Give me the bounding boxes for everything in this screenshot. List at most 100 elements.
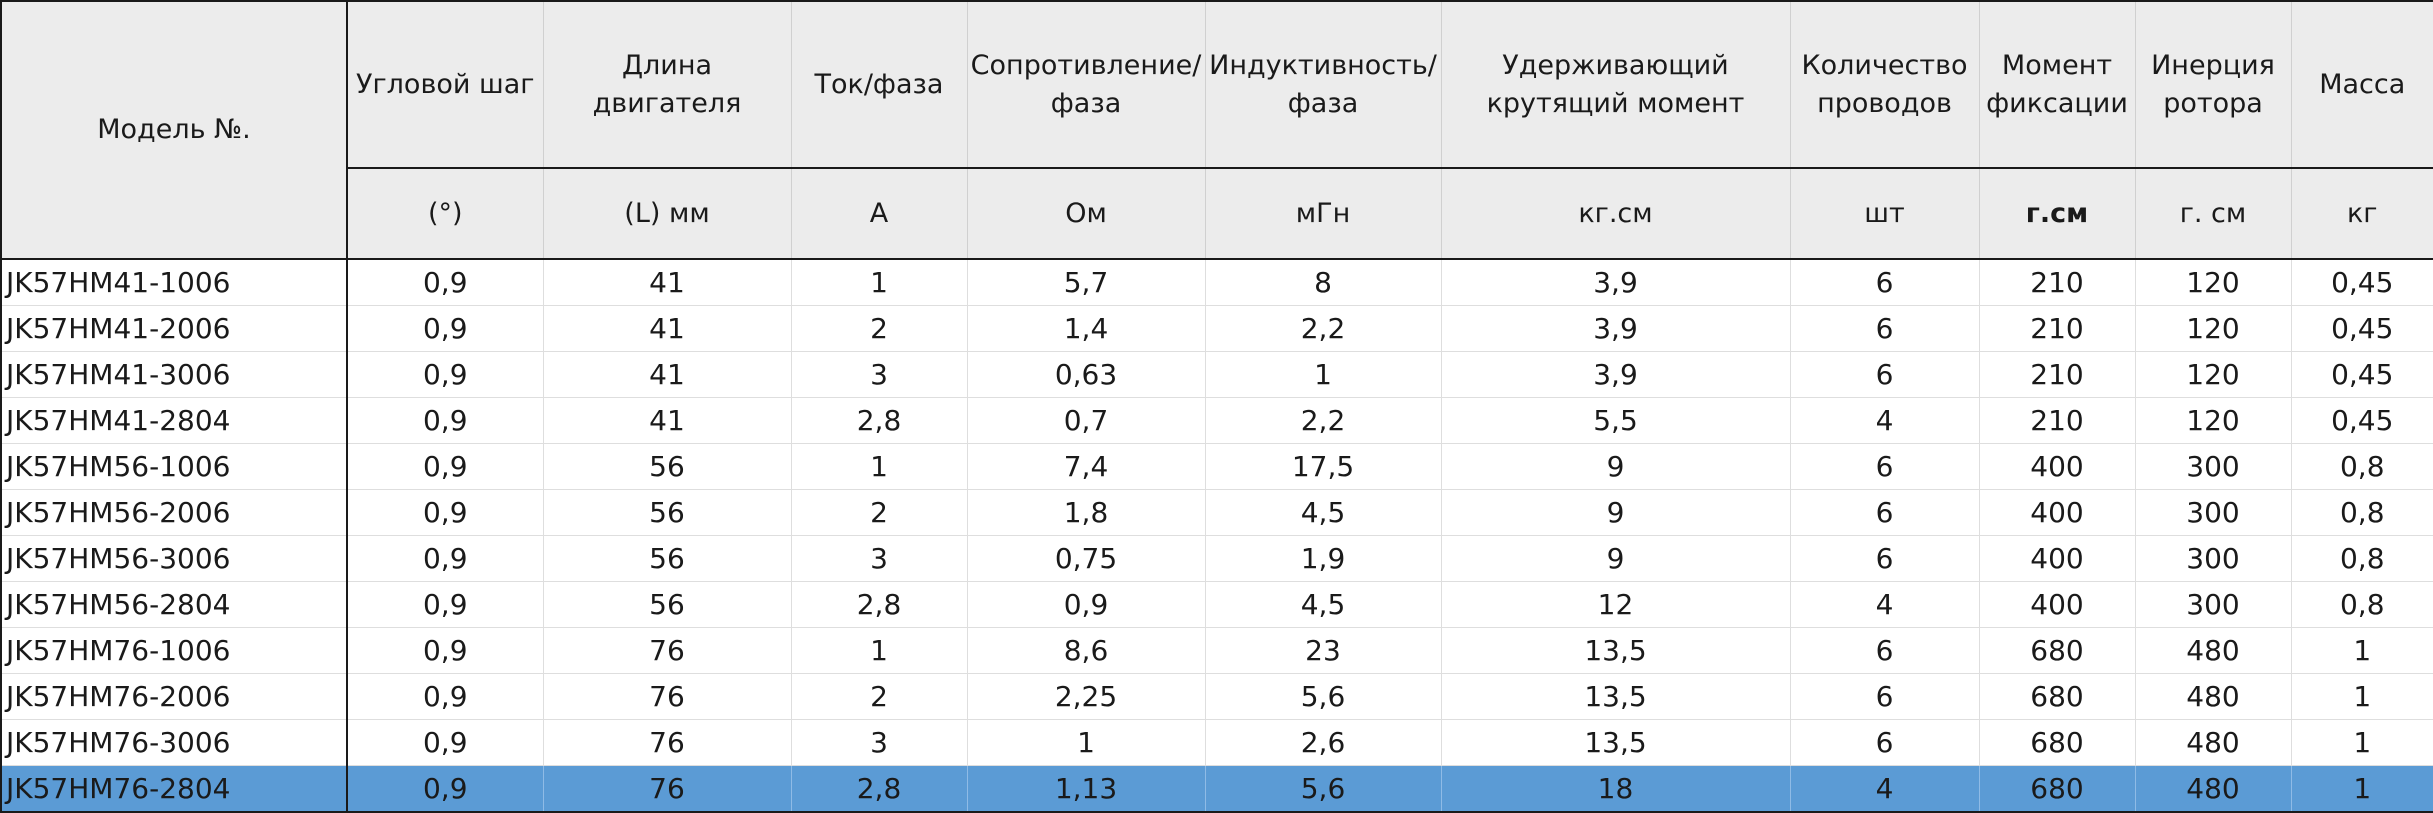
table-row[interactable]: JK57HM76-1006 0,9 76 1 8,6 23 13,5 6 680 480 1 xyxy=(0,627,2433,674)
cell-detent-torque[interactable]: 210 xyxy=(1978,305,2135,352)
cell-inductance[interactable]: 8 xyxy=(1204,259,1441,306)
cell-detent-torque[interactable]: 210 xyxy=(1978,397,2135,444)
cell-resistance[interactable]: 0,7 xyxy=(966,397,1205,444)
table-row[interactable]: JK57HM76-2804 0,9 76 2,8 1,13 5,6 18 4 680 480 1 xyxy=(0,765,2433,813)
cell-holding-torque[interactable]: 9 xyxy=(1440,443,1790,490)
table-row[interactable]: JK57HM41-2804 0,9 41 2,8 0,7 2,2 5,5 4 210 120 0,4… xyxy=(0,397,2433,444)
cell-step-angle[interactable]: 0,9 xyxy=(346,581,543,628)
cell-current[interactable]: 2,8 xyxy=(790,581,967,628)
cell-wires[interactable]: 6 xyxy=(1789,673,1979,720)
cell-model[interactable]: JK57HM41-2804 xyxy=(0,397,348,444)
cell-model[interactable]: JK57HM41-1006 xyxy=(0,259,348,306)
header-holding-torque[interactable]: Удерживающий крутящий момент xyxy=(1440,0,1790,169)
cell-holding-torque[interactable]: 3,9 xyxy=(1440,259,1790,306)
cell-wires[interactable]: 6 xyxy=(1789,351,1979,398)
cell-wires[interactable]: 6 xyxy=(1789,719,1979,766)
cell-step-angle[interactable]: 0,9 xyxy=(346,765,543,813)
cell-mass[interactable]: 0,8 xyxy=(2290,443,2433,490)
cell-resistance[interactable]: 1,13 xyxy=(966,765,1205,813)
cell-current[interactable]: 1 xyxy=(790,627,967,674)
cell-holding-torque[interactable]: 13,5 xyxy=(1440,719,1790,766)
cell-length[interactable]: 56 xyxy=(542,581,791,628)
cell-inertia[interactable]: 120 xyxy=(2134,305,2291,352)
header-wires[interactable]: Количество проводов xyxy=(1789,0,1979,169)
cell-holding-torque[interactable]: 3,9 xyxy=(1440,351,1790,398)
table-row[interactable]: JK57HM41-1006 0,9 41 1 5,7 8 3,9 6 210 120 0,45 xyxy=(0,259,2433,306)
cell-mass[interactable]: 0,45 xyxy=(2290,351,2433,398)
cell-resistance[interactable]: 1 xyxy=(966,719,1205,766)
cell-length[interactable]: 76 xyxy=(542,719,791,766)
cell-model[interactable]: JK57HM76-1006 xyxy=(0,627,348,674)
cell-resistance[interactable]: 0,63 xyxy=(966,351,1205,398)
cell-step-angle[interactable]: 0,9 xyxy=(346,259,543,306)
cell-wires[interactable]: 6 xyxy=(1789,489,1979,536)
cell-inertia[interactable]: 120 xyxy=(2134,397,2291,444)
header-step-angle[interactable]: Угловой шаг xyxy=(346,0,543,169)
cell-wires[interactable]: 6 xyxy=(1789,259,1979,306)
cell-inductance[interactable]: 2,2 xyxy=(1204,397,1441,444)
cell-resistance[interactable]: 5,7 xyxy=(966,259,1205,306)
cell-step-angle[interactable]: 0,9 xyxy=(346,719,543,766)
cell-detent-torque[interactable]: 400 xyxy=(1978,489,2135,536)
cell-mass[interactable]: 1 xyxy=(2290,719,2433,766)
cell-mass[interactable]: 1 xyxy=(2290,765,2433,813)
cell-current[interactable]: 3 xyxy=(790,719,967,766)
cell-inertia[interactable]: 480 xyxy=(2134,719,2291,766)
cell-inductance[interactable]: 5,6 xyxy=(1204,673,1441,720)
cell-detent-torque[interactable]: 680 xyxy=(1978,627,2135,674)
cell-model[interactable]: JK57HM56-1006 xyxy=(0,443,348,490)
cell-wires[interactable]: 4 xyxy=(1789,581,1979,628)
cell-mass[interactable]: 1 xyxy=(2290,673,2433,720)
cell-length[interactable]: 56 xyxy=(542,489,791,536)
table-row[interactable]: JK57HM76-2006 0,9 76 2 2,25 5,6 13,5 6 680 480 1 xyxy=(0,673,2433,720)
cell-inertia[interactable]: 300 xyxy=(2134,535,2291,582)
cell-current[interactable]: 2,8 xyxy=(790,397,967,444)
cell-wires[interactable]: 6 xyxy=(1789,627,1979,674)
cell-holding-torque[interactable]: 9 xyxy=(1440,489,1790,536)
header-inertia[interactable]: Инерция ротора xyxy=(2134,0,2291,169)
cell-mass[interactable]: 0,45 xyxy=(2290,305,2433,352)
cell-detent-torque[interactable]: 210 xyxy=(1978,351,2135,398)
cell-inductance[interactable]: 4,5 xyxy=(1204,489,1441,536)
cell-inertia[interactable]: 300 xyxy=(2134,443,2291,490)
cell-model[interactable]: JK57HM56-2006 xyxy=(0,489,348,536)
cell-model[interactable]: JK57HM56-3006 xyxy=(0,535,348,582)
cell-model[interactable]: JK57HM76-3006 xyxy=(0,719,348,766)
cell-current[interactable]: 3 xyxy=(790,351,967,398)
cell-length[interactable]: 56 xyxy=(542,535,791,582)
table-row[interactable]: JK57HM56-2804 0,9 56 2,8 0,9 4,5 12 4 400 300 0,8 xyxy=(0,581,2433,628)
table-row[interactable]: JK57HM41-2006 0,9 41 2 1,4 2,2 3,9 6 210 120 0,45 xyxy=(0,305,2433,352)
cell-length[interactable]: 76 xyxy=(542,673,791,720)
cell-step-angle[interactable]: 0,9 xyxy=(346,673,543,720)
cell-resistance[interactable]: 0,75 xyxy=(966,535,1205,582)
cell-inductance[interactable]: 1,9 xyxy=(1204,535,1441,582)
cell-inductance[interactable]: 2,6 xyxy=(1204,719,1441,766)
cell-length[interactable]: 41 xyxy=(542,351,791,398)
table-row[interactable]: JK57HM56-3006 0,9 56 3 0,75 1,9 9 6 400 300 0,8 xyxy=(0,535,2433,582)
cell-wires[interactable]: 6 xyxy=(1789,305,1979,352)
cell-wires[interactable]: 6 xyxy=(1789,443,1979,490)
cell-holding-torque[interactable]: 13,5 xyxy=(1440,673,1790,720)
cell-detent-torque[interactable]: 680 xyxy=(1978,765,2135,813)
table-row[interactable]: JK57HM56-2006 0,9 56 2 1,8 4,5 9 6 400 300 0,8 xyxy=(0,489,2433,536)
cell-inertia[interactable]: 120 xyxy=(2134,351,2291,398)
cell-length[interactable]: 41 xyxy=(542,305,791,352)
cell-length[interactable]: 76 xyxy=(542,627,791,674)
header-length[interactable]: Длина двигателя xyxy=(542,0,791,169)
cell-detent-torque[interactable]: 400 xyxy=(1978,535,2135,582)
cell-holding-torque[interactable]: 18 xyxy=(1440,765,1790,813)
cell-holding-torque[interactable]: 12 xyxy=(1440,581,1790,628)
cell-step-angle[interactable]: 0,9 xyxy=(346,351,543,398)
header-resistance[interactable]: Сопротивление/ фаза xyxy=(966,0,1205,169)
cell-model[interactable]: JK57HM76-2006 xyxy=(0,673,348,720)
cell-resistance[interactable]: 2,25 xyxy=(966,673,1205,720)
cell-inductance[interactable]: 1 xyxy=(1204,351,1441,398)
cell-resistance[interactable]: 1,4 xyxy=(966,305,1205,352)
cell-detent-torque[interactable]: 680 xyxy=(1978,719,2135,766)
cell-step-angle[interactable]: 0,9 xyxy=(346,535,543,582)
cell-detent-torque[interactable]: 680 xyxy=(1978,673,2135,720)
cell-current[interactable]: 1 xyxy=(790,259,967,306)
cell-inductance[interactable]: 4,5 xyxy=(1204,581,1441,628)
cell-mass[interactable]: 1 xyxy=(2290,627,2433,674)
cell-detent-torque[interactable]: 400 xyxy=(1978,581,2135,628)
